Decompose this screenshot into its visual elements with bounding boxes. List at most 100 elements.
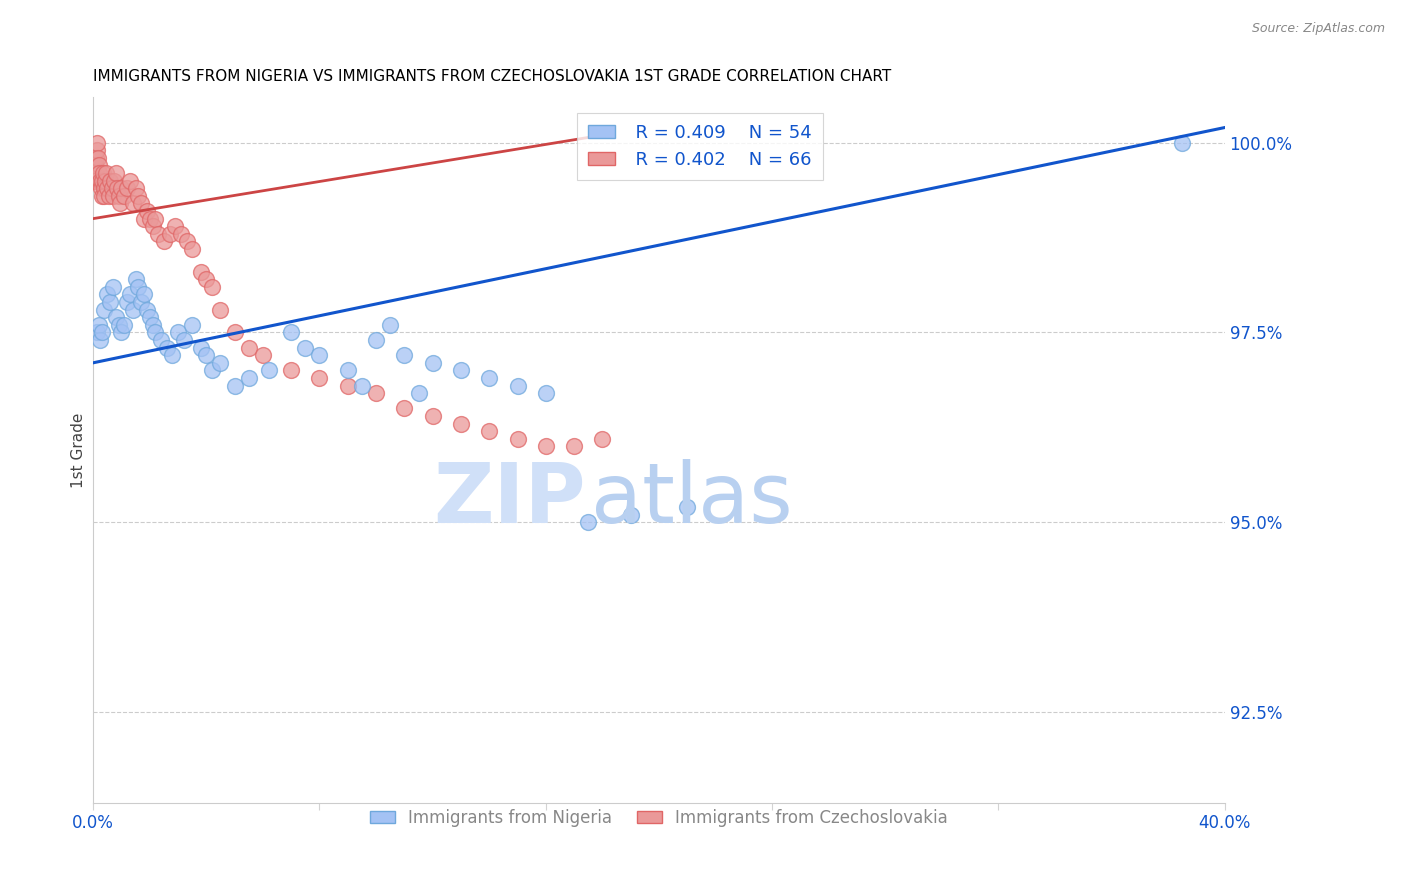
Point bbox=[112, 318, 135, 332]
Point bbox=[87, 151, 110, 165]
Point bbox=[87, 159, 110, 173]
Point bbox=[534, 386, 557, 401]
Point bbox=[94, 174, 117, 188]
Point bbox=[104, 166, 127, 180]
Point bbox=[350, 378, 373, 392]
Point bbox=[190, 341, 212, 355]
Point bbox=[90, 326, 112, 340]
Point bbox=[506, 378, 529, 392]
Point bbox=[238, 371, 260, 385]
Point bbox=[167, 326, 190, 340]
Point bbox=[308, 371, 330, 385]
Point bbox=[162, 348, 184, 362]
Point bbox=[101, 280, 124, 294]
Point bbox=[280, 363, 302, 377]
Point bbox=[165, 219, 187, 234]
Point bbox=[478, 371, 501, 385]
Point bbox=[91, 174, 114, 188]
Point bbox=[394, 401, 416, 416]
Point bbox=[676, 500, 699, 514]
Point bbox=[408, 386, 430, 401]
Point bbox=[98, 295, 121, 310]
Point bbox=[90, 189, 112, 203]
Point bbox=[118, 174, 141, 188]
Point bbox=[170, 227, 193, 241]
Text: atlas: atlas bbox=[591, 459, 793, 540]
Point bbox=[190, 265, 212, 279]
Point bbox=[139, 310, 162, 325]
Point bbox=[89, 333, 111, 347]
Point bbox=[257, 363, 280, 377]
Point bbox=[93, 302, 115, 317]
Point bbox=[620, 508, 643, 522]
Point bbox=[98, 174, 121, 188]
Point bbox=[107, 318, 129, 332]
Point bbox=[1171, 136, 1194, 150]
Point bbox=[89, 166, 111, 180]
Point bbox=[94, 166, 117, 180]
Point bbox=[127, 280, 149, 294]
Point bbox=[394, 348, 416, 362]
Point bbox=[115, 181, 138, 195]
Point bbox=[380, 318, 402, 332]
Point bbox=[181, 318, 204, 332]
Point bbox=[110, 181, 132, 195]
Point bbox=[103, 174, 125, 188]
Point bbox=[308, 348, 330, 362]
Point bbox=[181, 242, 204, 256]
Point bbox=[93, 181, 115, 195]
Point bbox=[422, 356, 444, 370]
Point bbox=[83, 174, 105, 188]
Point bbox=[209, 356, 232, 370]
Point bbox=[132, 287, 155, 301]
Point bbox=[86, 326, 108, 340]
Point bbox=[576, 515, 599, 529]
Point bbox=[89, 174, 111, 188]
Point bbox=[201, 363, 224, 377]
Point bbox=[129, 196, 152, 211]
Point bbox=[87, 318, 110, 332]
Point bbox=[105, 181, 128, 195]
Point bbox=[562, 439, 585, 453]
Point bbox=[176, 235, 198, 249]
Point bbox=[145, 326, 167, 340]
Point bbox=[173, 333, 195, 347]
Point bbox=[148, 227, 170, 241]
Point bbox=[150, 333, 173, 347]
Point bbox=[91, 166, 114, 180]
Point bbox=[280, 326, 302, 340]
Legend: Immigrants from Nigeria, Immigrants from Czechoslovakia: Immigrants from Nigeria, Immigrants from… bbox=[363, 802, 955, 833]
Point bbox=[159, 227, 181, 241]
Text: Source: ZipAtlas.com: Source: ZipAtlas.com bbox=[1251, 22, 1385, 36]
Point bbox=[450, 363, 472, 377]
Point bbox=[195, 272, 218, 286]
Point bbox=[127, 189, 149, 203]
Point bbox=[224, 326, 246, 340]
Point bbox=[139, 211, 162, 226]
Point bbox=[84, 159, 107, 173]
Point bbox=[121, 302, 143, 317]
Point bbox=[93, 189, 115, 203]
Point bbox=[478, 424, 501, 438]
Point bbox=[121, 196, 143, 211]
Point bbox=[209, 302, 232, 317]
Point bbox=[108, 196, 131, 211]
Point bbox=[90, 181, 112, 195]
Point bbox=[136, 302, 159, 317]
Point bbox=[124, 272, 146, 286]
Point bbox=[336, 378, 359, 392]
Point bbox=[142, 219, 165, 234]
Text: 0.0%: 0.0% bbox=[72, 814, 114, 832]
Point bbox=[97, 189, 120, 203]
Point bbox=[100, 181, 122, 195]
Point bbox=[96, 287, 118, 301]
Point bbox=[142, 318, 165, 332]
Point bbox=[124, 181, 146, 195]
Text: IMMIGRANTS FROM NIGERIA VS IMMIGRANTS FROM CZECHOSLOVAKIA 1ST GRADE CORRELATION : IMMIGRANTS FROM NIGERIA VS IMMIGRANTS FR… bbox=[93, 69, 891, 84]
Point bbox=[115, 295, 138, 310]
Point bbox=[294, 341, 316, 355]
Point bbox=[252, 348, 274, 362]
Point bbox=[112, 189, 135, 203]
Point bbox=[132, 211, 155, 226]
Point bbox=[201, 280, 224, 294]
